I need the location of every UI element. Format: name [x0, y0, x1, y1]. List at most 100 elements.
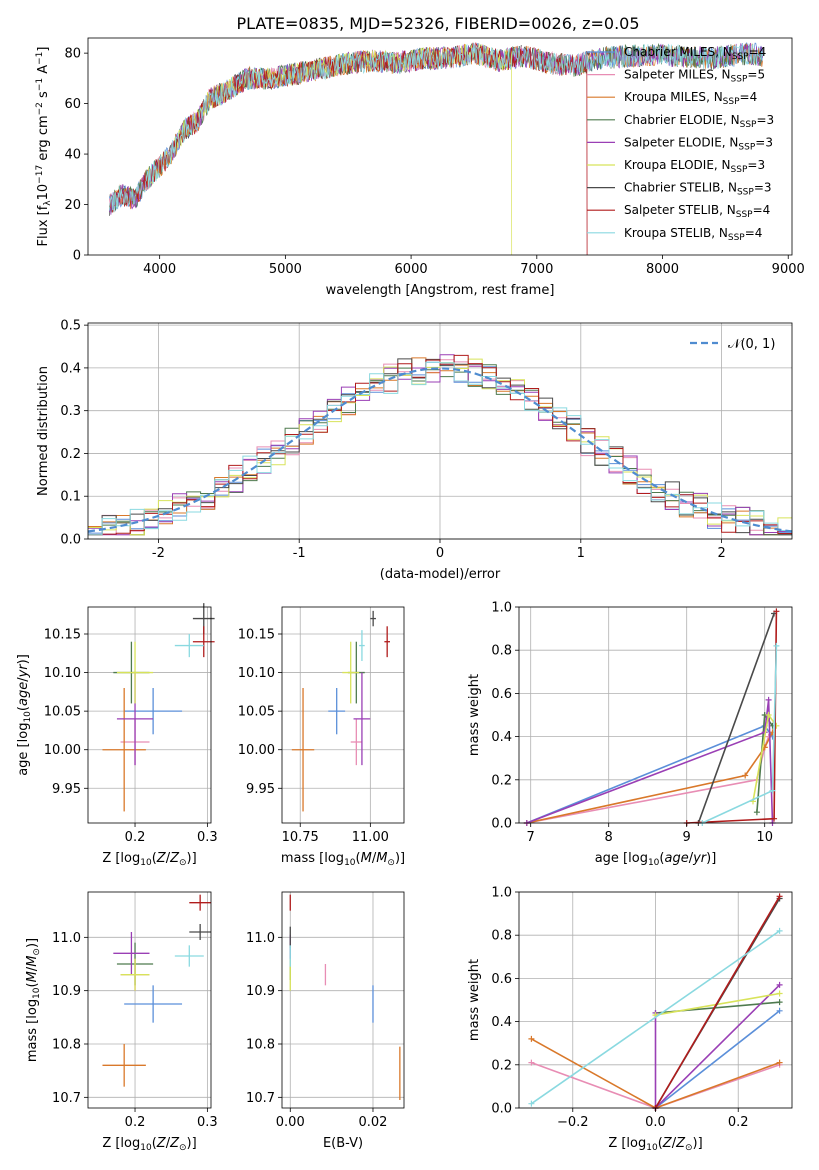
- x-tick-label: 0.0: [645, 1115, 666, 1130]
- errorbar-point: [384, 626, 390, 658]
- axes-frame: [281, 891, 405, 1109]
- legend-entry: Chabrier STELIB, NSSP=3: [624, 181, 772, 198]
- x-tick-label: −0.2: [557, 1115, 589, 1130]
- weight-point-marker: [742, 772, 749, 779]
- y-tick-label: 0.6: [491, 972, 512, 987]
- x-tick-label: 0: [436, 546, 444, 561]
- errorbar-point: [124, 688, 183, 735]
- weight-point-marker: [773, 642, 780, 649]
- errorbar-point: [359, 630, 365, 661]
- y-tick-label: 0.0: [491, 817, 512, 832]
- axes-frame: [87, 322, 793, 540]
- weight-point-marker: [528, 1100, 535, 1107]
- legend-entry: Chabrier ELODIE, NSSP=3: [624, 113, 774, 130]
- weight-series-line: [530, 930, 781, 1105]
- weight-series-line: [655, 1010, 781, 1109]
- y-tick-label: 10.00: [238, 743, 275, 758]
- weight-series-line: [654, 895, 781, 1109]
- errorbar-point: [370, 610, 376, 627]
- y-tick-label: 0.8: [491, 929, 512, 944]
- x-axis-label: age [log10(age/yr)]: [595, 851, 717, 868]
- y-tick-label: 40: [64, 148, 81, 163]
- y-tick-label: 1.0: [491, 601, 512, 616]
- legend-entry-nssp: 4: [750, 90, 758, 104]
- x-tick-label: 10.75: [282, 830, 319, 845]
- x-tick-label: 11.00: [352, 830, 389, 845]
- x-tick-label: 4000: [143, 262, 176, 277]
- legend: Chabrier MILES, NSSP=4 Salpeter MILES, NS…: [587, 45, 774, 243]
- errorbar-point: [116, 641, 154, 704]
- errorbar-point: [189, 894, 211, 911]
- weight-point-marker: [776, 893, 783, 900]
- errorbar-point: [328, 688, 346, 735]
- figure-title: PLATE=0835, MJD=52326, FIBERID=0026, z=0…: [236, 14, 639, 33]
- weight-point-marker: [776, 1007, 783, 1014]
- weight-point-marker: [776, 927, 783, 934]
- legend-entry-name: Salpeter STELIB: [624, 203, 719, 217]
- axes-frame: [518, 606, 793, 824]
- x-tick-label: 0.3: [197, 1115, 218, 1130]
- y-axis-label: mass weight: [467, 959, 482, 1041]
- y-axis-label: mass [log10(M/M⊙)]: [25, 938, 42, 1062]
- y-tick-label: 0.0: [60, 533, 81, 548]
- y-tick-label: 10.15: [238, 628, 275, 643]
- axes-frame: [87, 606, 212, 824]
- y-axis-label: age [log10(age/yr)]: [16, 654, 33, 776]
- y-tick-label: 0.3: [60, 404, 81, 419]
- errorbar-point: [291, 688, 315, 812]
- histogram-series: [88, 358, 792, 536]
- weight-point-marker: [765, 696, 772, 703]
- x-tick-label: 1: [577, 546, 585, 561]
- weight-point-marker: [776, 990, 783, 997]
- x-axis-label: Z [log10(Z/Z⊙)]: [608, 1136, 702, 1153]
- weight-point-marker: [769, 787, 776, 794]
- y-tick-label: 80: [64, 47, 81, 62]
- errorbar-point: [174, 945, 204, 967]
- y-tick-label: 0.5: [60, 319, 81, 334]
- y-tick-label: 0.4: [491, 730, 512, 745]
- errorbar-point: [120, 958, 150, 991]
- legend-entry-nssp: 4: [763, 203, 771, 217]
- y-tick-label: 0.2: [491, 773, 512, 788]
- y-tick-label: 10.10: [238, 666, 275, 681]
- y-axis-label: Flux [fλ10−17 erg cm−2 s−1 A−1]: [35, 47, 53, 247]
- y-tick-label: 0.4: [491, 1015, 512, 1030]
- weight-point-marker: [528, 1035, 535, 1042]
- plot-area: [87, 354, 793, 536]
- plot-area: [523, 608, 780, 826]
- errorbar-point: [113, 932, 150, 975]
- weight-series-line: [697, 613, 775, 824]
- x-tick-label: 0.2: [125, 1115, 146, 1130]
- y-tick-label: 9.95: [52, 782, 81, 797]
- spectrum-model-line: [109, 42, 588, 256]
- y-tick-label: 10.7: [246, 1091, 275, 1106]
- weight-point-marker: [776, 1059, 783, 1066]
- legend-entry-name: Chabrier ELODIE: [624, 113, 723, 127]
- plot-area: [102, 894, 211, 1087]
- weight-point-marker: [771, 815, 778, 822]
- x-tick-label: 0.3: [197, 830, 218, 845]
- weight-point-marker: [776, 999, 783, 1006]
- weight-point-marker: [776, 981, 783, 988]
- axes-frame: [281, 606, 405, 824]
- errorbar-point: [342, 641, 360, 704]
- y-tick-label: 10.8: [246, 1038, 275, 1053]
- legend-entry-nssp: 4: [759, 45, 767, 59]
- x-tick-label: 0.02: [359, 1115, 388, 1130]
- errorbar-point: [189, 924, 211, 940]
- weight-point-marker: [753, 809, 760, 816]
- y-tick-label: 10.9: [246, 984, 275, 999]
- axes-frame: [87, 891, 212, 1109]
- legend-entry: Chabrier MILES, NSSP=4: [624, 45, 766, 62]
- x-axis-label: (data-model)/error: [380, 567, 501, 582]
- y-tick-label: 0.8: [491, 644, 512, 659]
- x-tick-label: 9000: [772, 262, 805, 277]
- x-axis-label: Z [log10(Z/Z⊙)]: [102, 851, 196, 868]
- plot-area: [109, 42, 763, 256]
- legend-entry: Salpeter ELODIE, NSSP=3: [624, 135, 773, 152]
- x-tick-label: 0.00: [276, 1115, 305, 1130]
- legend-entry-name: Salpeter MILES: [624, 68, 714, 82]
- legend-entry: Kroupa MILES, NSSP=4: [624, 90, 757, 107]
- x-tick-label: 9: [683, 830, 691, 845]
- y-tick-label: 0.6: [491, 687, 512, 702]
